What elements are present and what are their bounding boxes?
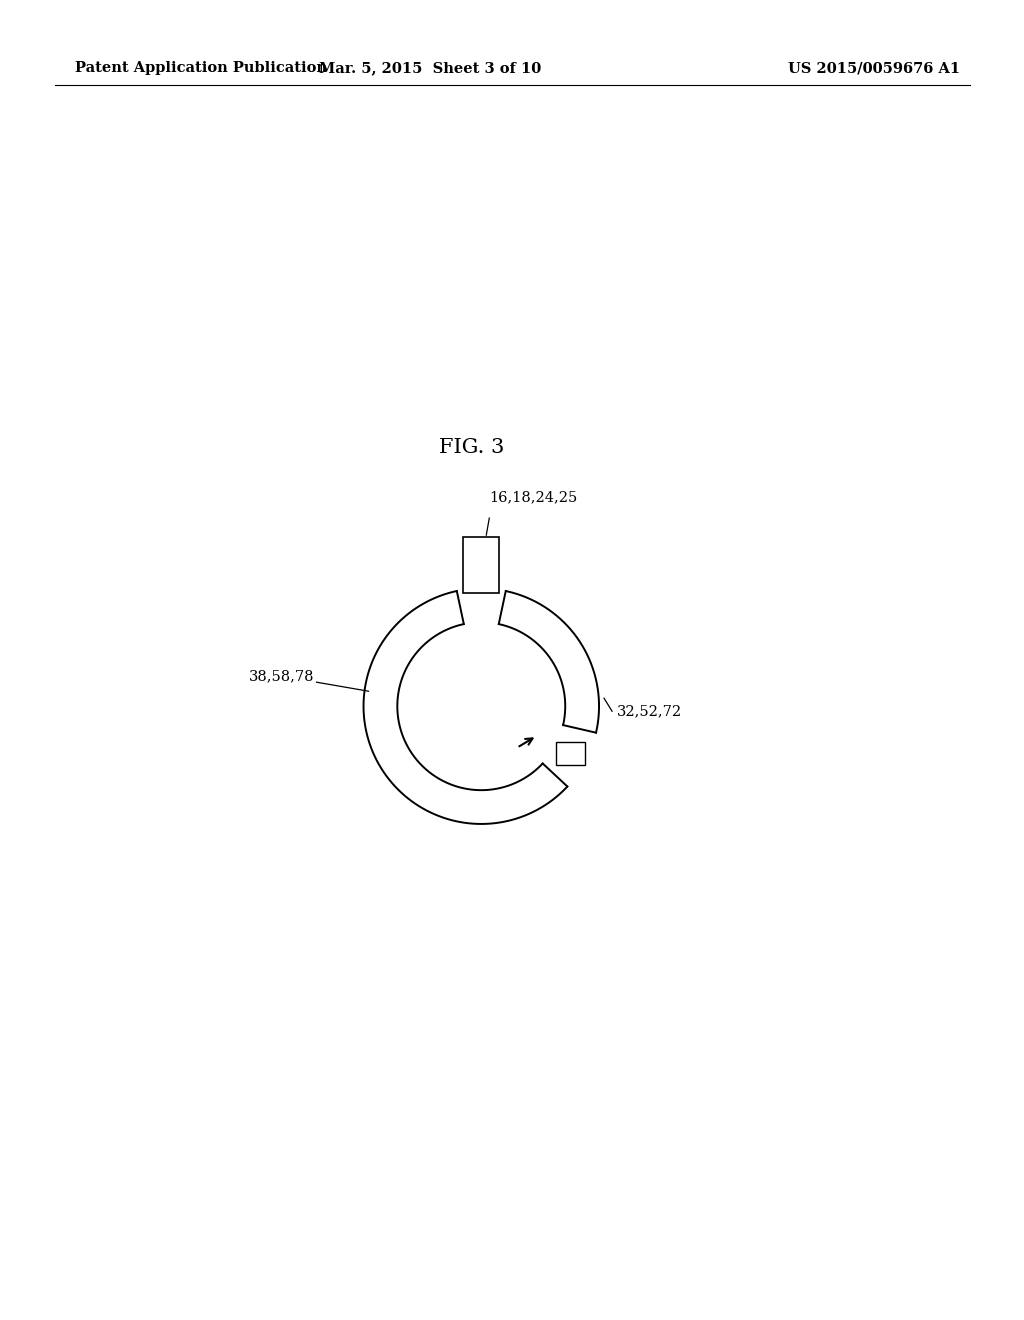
Bar bbox=[556, 742, 585, 764]
Text: 32,52,72: 32,52,72 bbox=[617, 704, 682, 718]
Text: 38,58,78: 38,58,78 bbox=[249, 669, 314, 684]
Text: Patent Application Publication: Patent Application Publication bbox=[75, 61, 327, 75]
Text: 16,18,24,25: 16,18,24,25 bbox=[489, 490, 578, 504]
Text: US 2015/0059676 A1: US 2015/0059676 A1 bbox=[787, 61, 961, 75]
Text: FIG. 3: FIG. 3 bbox=[438, 438, 504, 457]
Bar bbox=[463, 537, 499, 594]
Text: Mar. 5, 2015  Sheet 3 of 10: Mar. 5, 2015 Sheet 3 of 10 bbox=[318, 61, 541, 75]
